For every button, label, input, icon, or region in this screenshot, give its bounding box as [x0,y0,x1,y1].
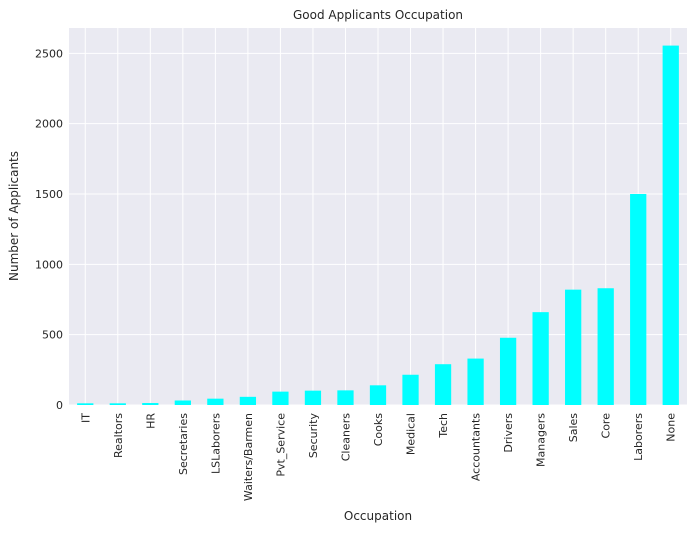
bar-cleaners [337,390,354,405]
bar-waiters-barmen [239,396,257,405]
bar-lslaborers [207,398,224,405]
x-tick-label: None [665,413,678,442]
bar-secretaries [174,400,191,405]
y-tick-labels: 0 500 1000 1500 2000 2500 [35,47,63,412]
x-tick-label: Waiters/Barmen [242,413,255,501]
bar-medical [402,374,419,405]
x-tick-label: LSLaborers [209,413,222,474]
bar-managers [532,312,549,405]
x-tick-label: Cleaners [339,413,352,462]
bars [77,45,679,405]
x-tick-label: Tech [437,413,450,439]
y-axis-title: Number of Applicants [7,151,21,281]
x-tick-label: Security [307,413,320,459]
y-tick-label: 0 [56,399,63,412]
x-tick-label: HR [144,413,157,429]
x-axis-title: Occupation [344,509,412,523]
bar-core [597,288,614,405]
x-tick-label: Medical [405,413,418,455]
bar-laborers [630,193,647,405]
x-tick-label: Accountants [470,413,483,481]
x-tick-label: Pvt_Service [274,413,287,477]
x-tick-label: Core [600,413,613,439]
bar-security [304,390,322,405]
y-tick-label: 2000 [35,118,63,131]
bar-accountants [467,358,484,405]
y-tick-label: 1000 [35,258,63,271]
bar-realtors [109,403,126,405]
bar-drivers [499,337,517,405]
x-tick-label: IT [79,413,92,423]
y-tick-label: 2500 [35,47,63,60]
bar-sales [565,289,582,405]
x-tick-label: Realtors [112,413,125,458]
x-tick-label: Cooks [372,413,385,447]
x-tick-label: Laborers [632,413,645,461]
y-tick-label: 1500 [35,188,63,201]
x-tick-label: Managers [535,413,548,467]
bar-hr [142,403,159,405]
bar-it [77,403,94,405]
x-tick-label: Drivers [502,413,515,453]
x-tick-label: Sales [567,413,580,443]
bar-tech [434,364,452,405]
x-tick-labels: IT Realtors HR Secretaries LSLaborers Waiters… [79,413,677,502]
bar-pvt-service [272,391,289,405]
y-tick-label: 500 [42,329,63,342]
x-tick-label: Secretaries [177,413,190,475]
chart-title: Good Applicants Occupation [293,8,463,22]
bar-none [662,45,679,405]
bar-cooks [369,385,387,405]
